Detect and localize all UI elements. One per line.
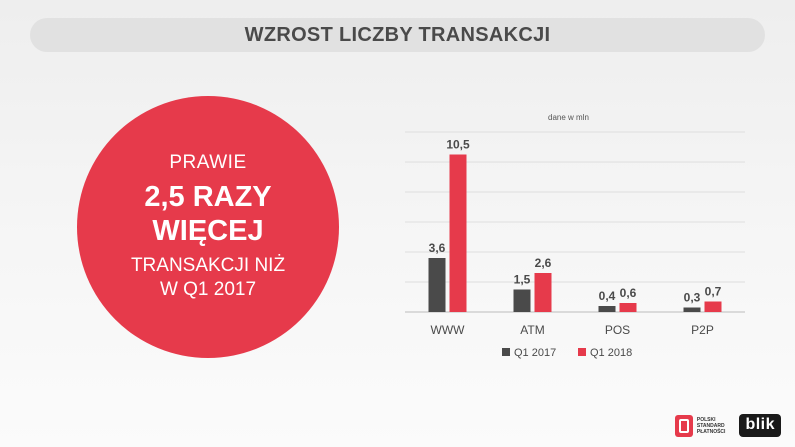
data-label: 0,3: [684, 291, 701, 305]
legend-label: Q1 2017: [514, 347, 556, 359]
pfs-mark-icon: [674, 414, 693, 437]
data-label: 10,5: [446, 138, 470, 152]
data-label: 1,5: [514, 273, 531, 287]
bar-www-q1-2017: [428, 258, 446, 312]
data-label: 0,4: [599, 289, 616, 303]
data-label: 0,6: [620, 286, 637, 300]
callout-line-3: WIĘCEJ: [152, 215, 264, 247]
callout-line-2: 2,5 RAZY: [144, 181, 272, 213]
legend-label: Q1 2018: [590, 347, 632, 359]
bar-chart: dane w mln 3,6 10,5 1,5 2,6 0,4 0,6 0,3 0,7 WWW…: [405, 113, 745, 359]
callout-line-4: TRANSAKCJI NIŻ: [130, 255, 286, 276]
category-label: WWW: [431, 323, 466, 337]
footer-logos: POLSKI STANDARD PŁATNOŚCI blik: [674, 414, 781, 437]
legend-swatch: [578, 348, 586, 356]
legend-swatch: [502, 348, 510, 356]
bar-atm-q1-2017: [513, 289, 531, 312]
blik-logo: blik: [739, 414, 781, 437]
bar-pos-q1-2018: [619, 303, 637, 312]
bar-p2p-q1-2017: [683, 307, 701, 312]
callout-line-1: PRAWIE: [169, 152, 247, 173]
chart-bars: [428, 154, 722, 312]
category-label: P2P: [691, 323, 714, 337]
data-label: 3,6: [429, 241, 446, 255]
page-title: WZROST LICZBY TRANSAKCJI: [244, 23, 551, 46]
data-label: 2,6: [535, 256, 552, 270]
chart-value-labels: 3,6 10,5 1,5 2,6 0,4 0,6 0,3 0,7: [429, 138, 722, 305]
bar-p2p-q1-2018: [704, 301, 722, 312]
chart-legend: Q1 2017 Q1 2018: [502, 347, 632, 359]
callout-circle: PRAWIE 2,5 RAZY WIĘCEJ TRANSAKCJI NIŻ W …: [77, 96, 339, 358]
callout-line-5: W Q1 2017: [159, 279, 257, 300]
pfs-logo: POLSKI STANDARD PŁATNOŚCI: [674, 414, 726, 437]
category-label: ATM: [520, 323, 544, 337]
bar-pos-q1-2017: [598, 306, 616, 312]
data-label: 0,7: [705, 285, 722, 299]
bar-www-q1-2018: [449, 154, 467, 312]
category-label: POS: [605, 323, 630, 337]
chart-unit-note: dane w mln: [548, 113, 589, 122]
chart-category-labels: WWW ATM POS P2P: [431, 323, 714, 337]
title-bar: WZROST LICZBY TRANSAKCJI: [30, 18, 765, 52]
pfs-wordmark: POLSKI STANDARD PŁATNOŚCI: [696, 416, 726, 435]
bar-atm-q1-2018: [534, 273, 552, 312]
